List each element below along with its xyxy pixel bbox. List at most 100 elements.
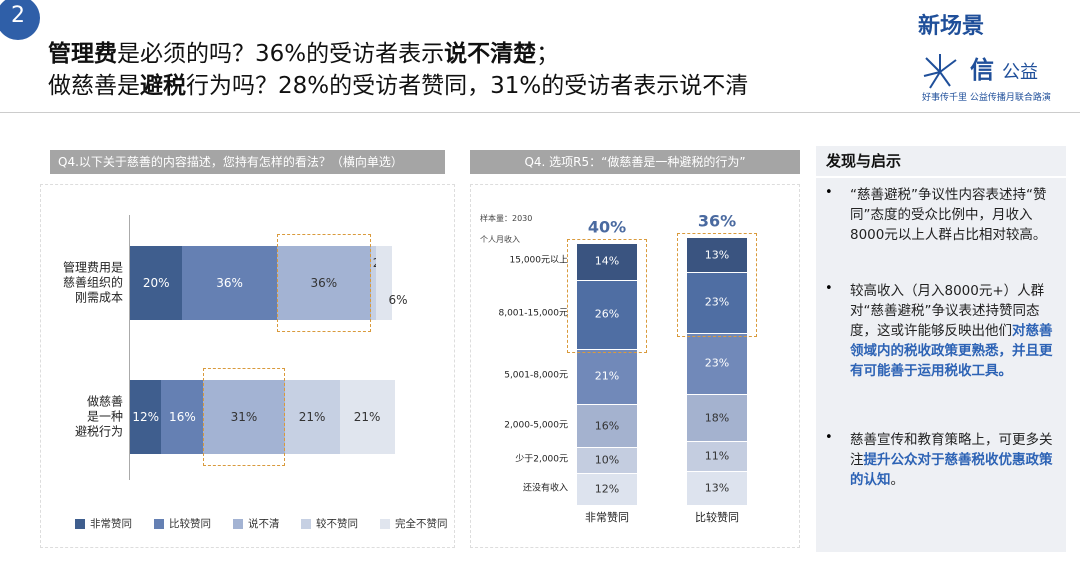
row-label: 15,000元以上: [509, 255, 569, 266]
value-label: 20%: [142, 276, 170, 290]
highlight-box: [203, 368, 285, 466]
row-label: 8,001-15,000元: [498, 308, 568, 319]
category-label: 管理费用是 慈善组织的 刚需成本: [62, 260, 123, 305]
bar-segment: [577, 242, 637, 280]
value-label: 36%: [216, 276, 243, 290]
sample-note: 样本量：2030: [480, 214, 533, 223]
bar-segment: [577, 446, 637, 474]
legend-swatch: [75, 519, 85, 529]
chart1-title: Q4.以下关于慈善的内容描述，您持有怎样的看法？（横向单选）: [50, 150, 445, 174]
finding-text: 。: [890, 472, 905, 488]
bar-segment: [203, 380, 285, 454]
value-label: 16%: [594, 419, 620, 432]
row-label: 少于2,000元: [515, 454, 568, 465]
category-label: 做慈善 是一种 避税行为: [74, 394, 123, 439]
chart2-title: Q4. 选项R5：“做慈善是一种避税的行为”: [470, 150, 800, 174]
value-label: 23%: [704, 356, 730, 370]
finding-item: 慈善宣传和教育策略上，可更多关注提升公众对于慈善税收优惠政策的认知。: [850, 430, 1056, 490]
bar-segment: [371, 246, 377, 320]
value-label: 31%: [230, 410, 258, 424]
legend-label: 非常赞同: [90, 518, 132, 530]
legend-label: 说不清: [248, 518, 280, 530]
value-label: 11%: [704, 449, 730, 463]
value-label: 21%: [353, 410, 381, 424]
value-label: 23%: [704, 295, 730, 309]
value-label: 12%: [594, 482, 620, 496]
bar-segment: [130, 246, 183, 320]
row-label: 还没有收入: [522, 483, 568, 494]
legend-label: 比较赞同: [169, 518, 211, 530]
bar-segment: [376, 246, 392, 320]
title-segment: 行为吗？28%的受访者赞同，31%的受访者表示说不清: [186, 73, 749, 99]
findings-title: 发现与启示: [826, 152, 902, 170]
value-label: 14%: [594, 254, 620, 268]
logo-icon: [923, 54, 957, 89]
bar-segment: [284, 380, 340, 454]
logo-line1: 新场景: [918, 13, 985, 39]
bar-segment: [577, 404, 637, 447]
title-segment: ；: [536, 41, 560, 67]
legend-swatch: [233, 519, 243, 529]
finding-text: “慈善避税”争议性内容表述持“赞同”态度的受众比例中，月收入8000元以上人群占…: [850, 187, 1047, 243]
bar-segment: [687, 271, 747, 333]
highlight-box: [276, 234, 372, 332]
bar-segment: [577, 348, 637, 405]
bar-segment: [276, 246, 372, 320]
findings-panel: [816, 146, 1066, 552]
bullet: •: [825, 281, 833, 296]
finding-text: 较高收入（月入8000元+）人群对“慈善避税”争议表述持赞同态度，这或许能够反映…: [850, 283, 1045, 339]
bar-segment: [577, 279, 637, 349]
value-label: 13%: [704, 481, 730, 495]
title-line: 管理费是必须的吗？36%的受访者表示说不清楚；: [48, 34, 559, 68]
value-label: 6%: [388, 293, 408, 307]
legend-swatch: [154, 519, 164, 529]
value-label: 21%: [594, 369, 620, 383]
bar-segment: [577, 473, 637, 505]
category-label: 比较赞同: [695, 511, 739, 524]
bar-segment: [687, 470, 747, 505]
title-segment: 避税: [140, 73, 186, 99]
bar-segment: [130, 380, 162, 454]
logo-line2a: 信: [970, 55, 994, 84]
bullet: •: [825, 185, 833, 200]
bar-segment: [687, 332, 747, 394]
logo-line2b: 公益: [1002, 62, 1038, 83]
title-segment: 说不清楚: [444, 41, 537, 67]
category-label: 非常赞同: [585, 511, 629, 524]
logo-tagline: 好事传千里 公益传播月联合路演: [922, 93, 1051, 103]
value-label: 18%: [704, 411, 730, 425]
title-segment: 是必须的吗？36%的受访者表示: [117, 41, 445, 67]
value-label: 26%: [594, 307, 620, 321]
value-label: 10%: [594, 453, 620, 467]
header-rule: [0, 112, 1080, 113]
row-label: 2,000-5,000元: [504, 420, 568, 430]
value-label: 16%: [169, 410, 196, 424]
legend-swatch: [380, 519, 390, 529]
legend-swatch: [301, 519, 311, 529]
chart1-frame: [40, 184, 455, 548]
value-label: 13%: [704, 248, 730, 262]
chart2-frame: [470, 184, 800, 548]
total-annotation: 36%: [697, 211, 737, 231]
value-label: 21%: [298, 410, 326, 424]
axis-line: [129, 215, 130, 480]
bar-segment: [182, 246, 277, 320]
highlight-box: [677, 233, 757, 337]
bullet: •: [825, 430, 833, 445]
value-label: 12%: [132, 410, 160, 424]
title-segment: 做慈善是: [48, 73, 140, 99]
highlight-box: [567, 238, 647, 353]
title-segment: 管理费: [48, 41, 117, 67]
finding-text: 慈善宣传和教育策略上，可更多关注: [850, 432, 1053, 468]
row-label: 5,001-8,000元: [504, 370, 568, 381]
bar-segment: [161, 380, 204, 454]
findings-rule: [816, 176, 1066, 178]
legend-label: 较不赞同: [316, 518, 358, 530]
finding-item: “慈善避税”争议性内容表述持“赞同”态度的受众比例中，月收入8000元以上人群占…: [850, 185, 1056, 245]
bar-segment: [687, 393, 747, 442]
bar-segment: [339, 380, 395, 454]
legend-label: 完全不赞同: [395, 518, 448, 530]
title-line: 做慈善是避税行为吗？28%的受访者赞同，31%的受访者表示说不清: [48, 66, 748, 100]
bar-segment: [687, 237, 747, 272]
